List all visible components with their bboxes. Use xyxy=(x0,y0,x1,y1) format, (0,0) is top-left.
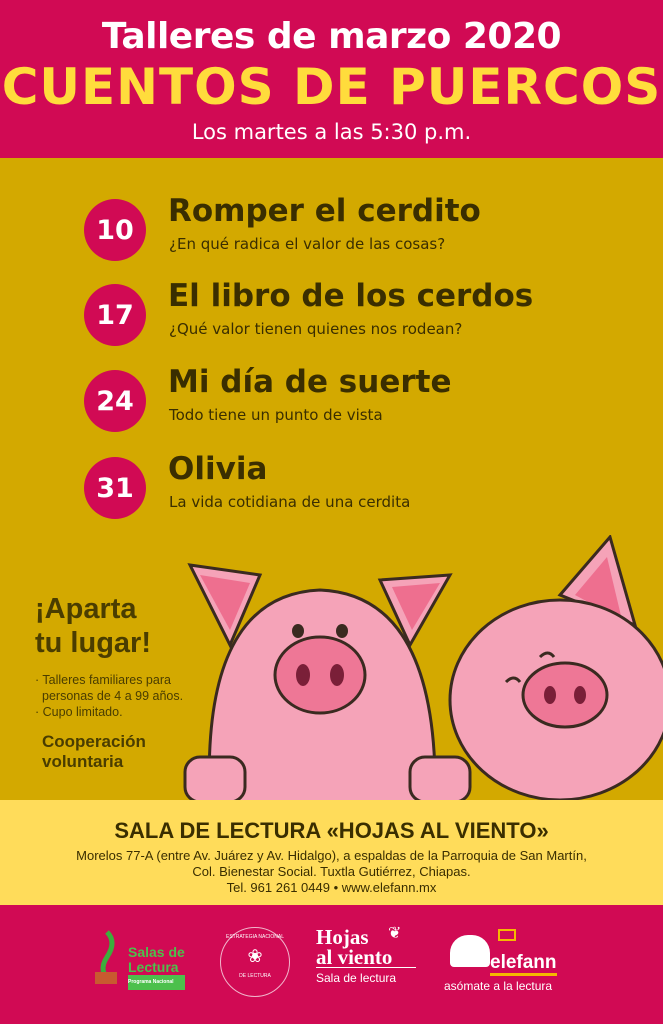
salas-line1: Salas de xyxy=(128,944,185,960)
cooperation: Cooperación voluntaria xyxy=(42,732,146,772)
event-subtitle: ¿En qué radica el valor de las cosas? xyxy=(169,235,446,253)
estrategia-line2: DE LECTURA xyxy=(239,973,271,979)
venue-contact: Tel. 961 261 0449 • www.elefann.mx xyxy=(226,880,437,895)
plant-icon xyxy=(95,930,117,985)
event-subtitle: ¿Qué valor tienen quienes nos rodean? xyxy=(169,320,463,338)
event-item: 17 El libro de los cerdos ¿Qué valor tie… xyxy=(84,278,644,354)
hojas-line3: Sala de lectura xyxy=(316,971,397,985)
reserve-title-line2: tu lugar! xyxy=(35,627,151,659)
elephant-icon xyxy=(450,935,490,967)
venue-name: SALA DE LECTURA «HOJAS AL VIENTO» xyxy=(114,818,549,843)
logo-estrategia-nacional: ESTRATEGIA NACIONAL ❀ DE LECTURA xyxy=(220,927,290,997)
bullet: · Cupo limitado. xyxy=(35,705,123,719)
elefann-name: elefann xyxy=(490,953,557,976)
event-title: El libro de los cerdos xyxy=(168,278,534,314)
event-day: 10 xyxy=(84,199,146,261)
header-title: Talleres de marzo 2020 xyxy=(101,16,562,57)
pig-left xyxy=(183,563,472,805)
venue-address1: Morelos 77-A (entre Av. Juárez y Av. Hid… xyxy=(76,848,587,863)
pig-right xyxy=(448,535,663,802)
event-subtitle: Todo tiene un punto de vista xyxy=(169,406,383,424)
header-subtitle: CUENTOS DE PUERCOS xyxy=(1,58,662,116)
event-subtitle: La vida cotidiana de una cerdita xyxy=(169,493,411,511)
logo-hojas-al-viento: Hojas al viento Sala de lectura ❦ xyxy=(316,925,416,985)
bullet: · Talleres familiares para xyxy=(35,673,171,687)
schedule: Los martes a las 5:30 p.m. xyxy=(191,120,472,144)
elefann-tagline: asómate a la lectura xyxy=(444,979,553,993)
event-item: 10 Romper el cerdito ¿En qué radica el v… xyxy=(84,193,644,269)
coop-line1: Cooperación xyxy=(42,732,146,751)
venue-band: SALA DE LECTURA «HOJAS AL VIENTO» Morelo… xyxy=(0,800,663,905)
reserve-title: ¡Aparta tu lugar! xyxy=(35,592,151,660)
event-item: 31 Olivia La vida cotidiana de una cerdi… xyxy=(84,451,644,527)
estrategia-line1: ESTRATEGIA NACIONAL xyxy=(226,934,284,940)
coop-line2: voluntaria xyxy=(42,752,124,771)
salas-line2: Lectura xyxy=(128,959,179,975)
salas-line3: Programa Nacional xyxy=(128,975,185,990)
lotus-icon: ❀ xyxy=(247,946,263,966)
event-title: Olivia xyxy=(168,451,268,487)
event-item: 24 Mi día de suerte Todo tiene un punto … xyxy=(84,364,644,440)
event-day: 31 xyxy=(84,457,146,519)
event-day: 17 xyxy=(84,284,146,346)
event-title: Romper el cerdito xyxy=(168,193,481,229)
pigs-illustration xyxy=(183,535,663,805)
event-title: Mi día de suerte xyxy=(168,364,452,400)
header: Talleres de marzo 2020 CUENTOS DE PUERCO… xyxy=(0,0,663,158)
footer-logos: Salas de Lectura Programa Nacional ESTRA… xyxy=(0,905,663,1024)
reserve-bullets: · Talleres familiares para personas de 4… xyxy=(35,672,183,720)
hojas-line2: al viento xyxy=(316,947,416,968)
event-day: 24 xyxy=(84,370,146,432)
venue-address2: Col. Bienestar Social. Tuxtla Gutiérrez,… xyxy=(192,864,471,879)
leaves-icon: ❦ xyxy=(388,925,402,942)
reserve-title-line1: ¡Aparta xyxy=(35,593,137,625)
book-icon xyxy=(498,929,516,941)
bullet: personas de 4 a 99 años. xyxy=(42,689,184,703)
hojas-line1: Hojas xyxy=(316,925,369,949)
